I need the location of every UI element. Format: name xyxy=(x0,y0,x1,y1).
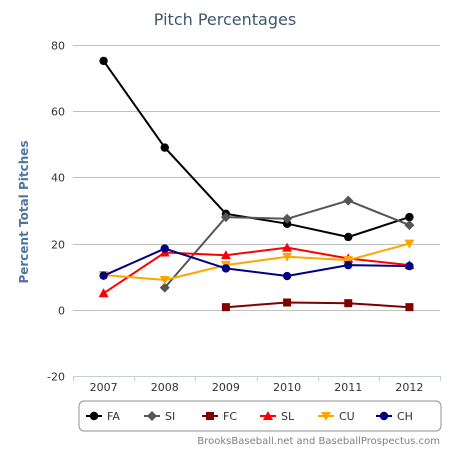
legend-item-fa[interactable]: FA xyxy=(86,410,120,423)
legend: FA SI FC SL CU CH xyxy=(78,400,442,432)
series-fc xyxy=(221,298,414,312)
legend-label-ch: CH xyxy=(397,410,413,423)
data-point-fa xyxy=(99,56,108,66)
data-point-ch xyxy=(99,271,108,280)
data-point-ch xyxy=(221,264,231,273)
legend-label-cu: CU xyxy=(339,410,355,423)
y-tick-label: 40 xyxy=(51,172,65,185)
x-tick-label: 2008 xyxy=(151,381,179,394)
x-tick-label: 2009 xyxy=(212,381,240,394)
series-fa xyxy=(99,56,414,242)
data-point-si xyxy=(404,220,415,231)
data-point-fa xyxy=(344,232,353,242)
data-point-si xyxy=(343,195,354,206)
legend-marker-si xyxy=(147,411,157,421)
legend-item-ch[interactable]: CH xyxy=(376,410,413,423)
data-point-fc xyxy=(283,298,292,307)
data-point-si xyxy=(220,212,231,223)
x-tick-label: 2007 xyxy=(90,381,118,394)
y-axis: -20 0 20 40 60 80 xyxy=(47,40,65,384)
series-line-fc xyxy=(225,301,410,309)
y-tick-label: 60 xyxy=(51,106,65,119)
data-point-ch xyxy=(405,261,414,271)
series-ch xyxy=(99,244,414,281)
legend-label-fc: FC xyxy=(223,410,237,423)
y-tick-label: 80 xyxy=(51,40,65,53)
legend-marker-sl xyxy=(263,411,273,420)
series-line-cu xyxy=(103,242,410,281)
legend-marker-fc xyxy=(206,412,214,420)
chart-title: Pitch Percentages xyxy=(154,10,296,29)
series-line-fa xyxy=(102,60,410,238)
series-sl xyxy=(98,242,415,298)
legend-label-sl: SL xyxy=(281,410,295,423)
series-line-sl xyxy=(103,246,410,295)
legend-marker-ch xyxy=(379,411,389,421)
grid-lines xyxy=(73,45,440,311)
data-point-si xyxy=(282,213,293,224)
legend-item-fc[interactable]: FC xyxy=(202,410,237,423)
data-point-ch xyxy=(282,271,292,281)
data-point-cu xyxy=(404,239,415,249)
legend-label-si: SI xyxy=(165,410,175,423)
data-point-fc xyxy=(405,303,414,312)
data-point-cu xyxy=(343,256,354,266)
legend-label-fa: FA xyxy=(107,410,120,423)
legend-marker-fa xyxy=(89,411,99,421)
series-line-ch xyxy=(103,247,410,277)
data-point-sl xyxy=(282,242,293,252)
data-point-fa xyxy=(160,143,169,152)
data-point-sl xyxy=(98,288,109,298)
data-point-si xyxy=(159,282,170,293)
x-axis: 2007 2008 2009 2010 2011 2012 xyxy=(73,376,441,394)
series-si xyxy=(159,195,415,293)
y-tick-label: 0 xyxy=(58,305,65,318)
y-tick-label: 20 xyxy=(51,239,65,252)
data-point-fa xyxy=(405,212,414,222)
x-tick-label: 2011 xyxy=(334,381,362,394)
data-point-fc xyxy=(344,299,353,308)
y-axis-title: Percent Total Pitches xyxy=(17,140,31,283)
data-point-cu xyxy=(282,252,293,262)
data-point-fc xyxy=(221,303,230,312)
credit-text: BrooksBaseball.net and BaseballProspectu… xyxy=(197,436,440,447)
series-group xyxy=(98,56,415,312)
data-point-sl xyxy=(220,250,231,260)
legend-item-cu[interactable]: CU xyxy=(318,410,355,423)
series-cu xyxy=(98,239,415,286)
data-point-cu xyxy=(159,276,170,286)
legend-marker-cu xyxy=(321,412,331,421)
legend-item-si[interactable]: SI xyxy=(144,410,175,423)
y-tick-label: -20 xyxy=(47,371,65,384)
x-tick-label: 2010 xyxy=(273,381,301,394)
legend-item-sl[interactable]: SL xyxy=(260,410,295,423)
data-point-ch xyxy=(344,260,353,270)
data-point-ch xyxy=(160,244,169,253)
x-tick-label: 2012 xyxy=(395,381,423,394)
